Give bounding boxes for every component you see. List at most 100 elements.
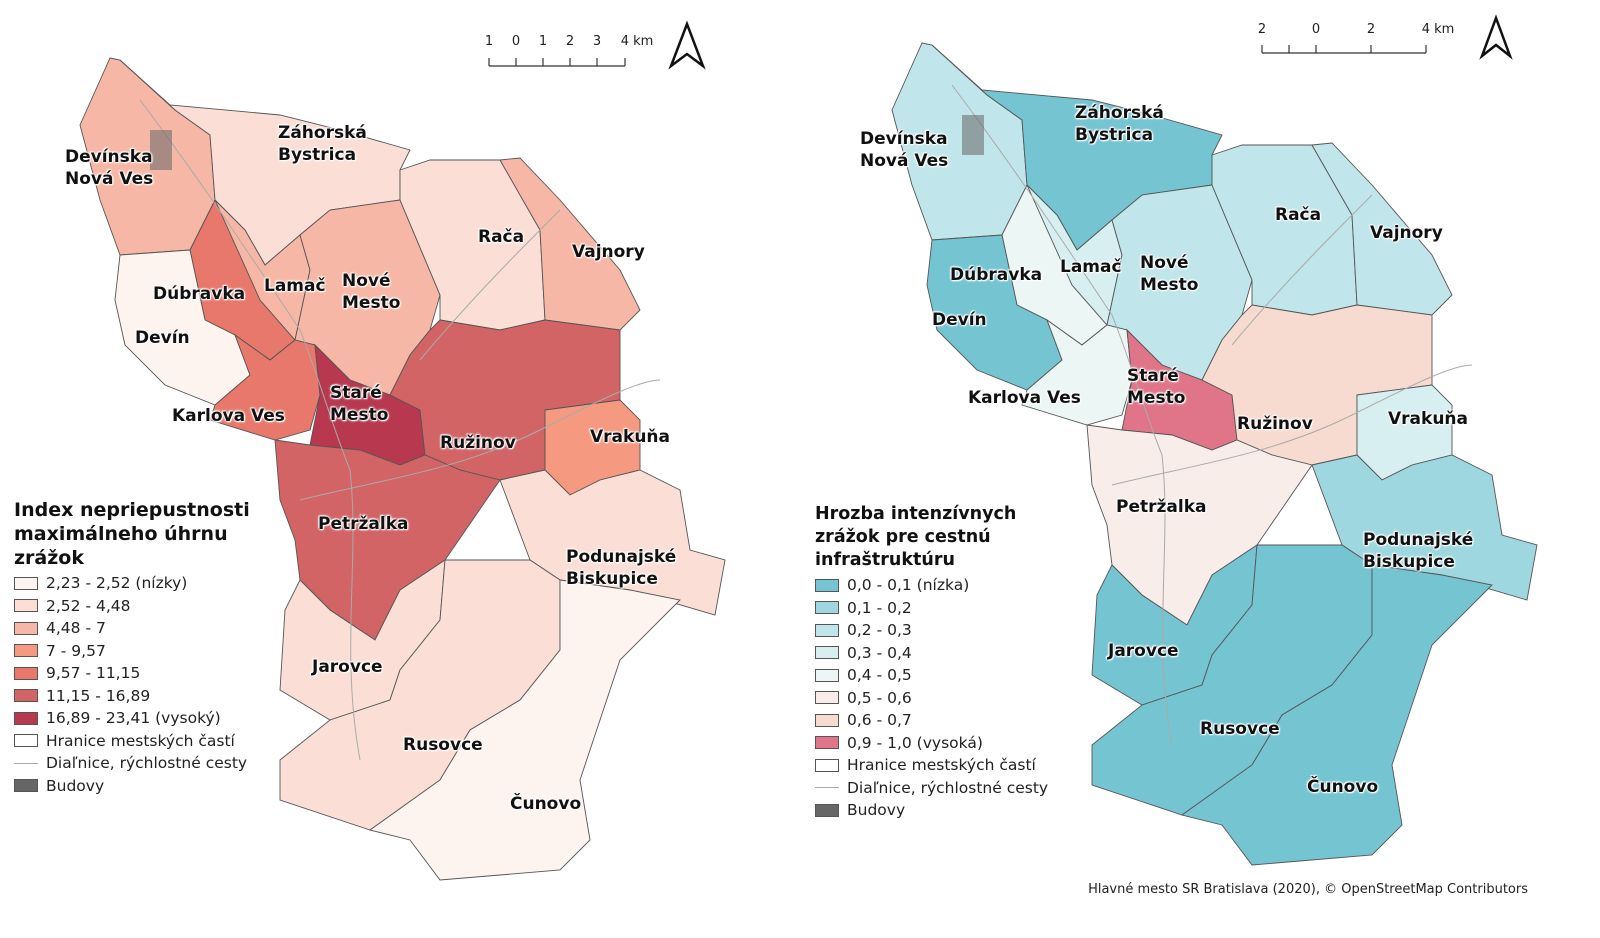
right-north-arrow-icon: [1479, 14, 1513, 60]
highway-line: [1111, 364, 1473, 486]
legend-item: 4,48 - 7: [14, 617, 250, 640]
legend-item: 9,57 - 11,15: [14, 662, 250, 685]
scale-label: 2: [565, 34, 575, 49]
district-vajnory: [1311, 142, 1453, 316]
legend-label: Budovy: [847, 801, 906, 820]
district-label: Rača: [478, 227, 525, 247]
district-label: Dúbravka: [153, 284, 246, 304]
buildings-cluster: [962, 115, 984, 155]
legend-item: 0,5 - 0,6: [815, 687, 1048, 710]
legend-swatch: [815, 736, 839, 750]
legend-item: 0,3 - 0,4: [815, 642, 1048, 665]
district-label: Ružinov: [440, 433, 516, 453]
legend-label: 0,3 - 0,4: [847, 643, 912, 662]
legend-label: 0,1 - 0,2: [847, 598, 912, 617]
boundaries-legend-symbol: [14, 734, 38, 748]
scale-label: 1: [484, 34, 494, 49]
district-label: Nové Mesto: [1140, 253, 1199, 295]
district-label: Devínska Nová Ves: [65, 147, 154, 189]
left-legend-title: Index nepriepustnosti maximálneho úhrnu …: [14, 499, 250, 569]
roads-legend-symbol: [815, 787, 839, 789]
left-north-arrow-icon: [668, 20, 706, 70]
legend-item: 7 - 9,57: [14, 640, 250, 663]
district-label: Jarovce: [1108, 641, 1179, 661]
district-label: Dúbravka: [950, 265, 1043, 285]
district-label: Petržalka: [318, 514, 409, 534]
left-legend: Index nepriepustnosti maximálneho úhrnu …: [14, 498, 250, 797]
highway-line: [299, 379, 661, 501]
district-label: Vrakuňa: [590, 427, 670, 447]
district-cunovo: [1180, 564, 1493, 866]
district-karlova-ves: [209, 333, 321, 441]
legend-item-buildings: Budovy: [14, 775, 250, 798]
district-label: Čunovo: [1307, 777, 1379, 797]
district-label: Jarovce: [312, 657, 383, 677]
district-label: Rača: [1275, 205, 1322, 225]
highway-line: [139, 99, 361, 761]
legend-label: 9,57 - 11,15: [46, 664, 141, 683]
legend-item: 2,23 - 2,52 (nízky): [14, 572, 250, 595]
legend-swatch: [14, 621, 38, 635]
scale-label: 4 km: [1421, 22, 1455, 37]
legend-item: 0,0 - 0,1 (nízka): [815, 574, 1048, 597]
legend-item-boundaries: Hranice mestských častí: [14, 730, 250, 753]
highway-line: [419, 209, 561, 361]
district-label: Lamač: [1060, 257, 1122, 277]
legend-swatch: [815, 713, 839, 727]
legend-item: 16,89 - 23,41 (vysoký): [14, 707, 250, 730]
scale-label: 3: [592, 34, 602, 49]
district-label: Ružinov: [1237, 414, 1313, 434]
district-label: Karlova Ves: [968, 388, 1081, 408]
legend-swatch: [815, 668, 839, 682]
district-label: Nové Mesto: [342, 271, 401, 313]
district-label: Staré Mesto: [1127, 366, 1186, 408]
legend-item: 0,1 - 0,2: [815, 597, 1048, 620]
buildings-legend-symbol: [14, 779, 38, 793]
legend-swatch: [815, 601, 839, 615]
legend-swatch: [14, 599, 38, 613]
legend-swatch: [14, 576, 38, 590]
legend-label: Diaľnice, rýchlostné cesty: [46, 754, 248, 773]
boundaries-legend-symbol: [815, 758, 839, 772]
district-label: Vajnory: [572, 242, 645, 262]
legend-item-buildings: Budovy: [815, 799, 1048, 822]
legend-label: 0,4 - 0,5: [847, 666, 912, 685]
district-label: Záhorská Bystrica: [1075, 103, 1164, 145]
district-label: Rusovce: [1200, 719, 1280, 739]
legend-label: 0,9 - 1,0 (vysoká): [847, 733, 983, 752]
left-scale-bar: [488, 58, 626, 67]
legend-item: 2,52 - 4,48: [14, 595, 250, 618]
district-label: Petržalka: [1116, 497, 1207, 517]
legend-label: Hranice mestských častí: [46, 731, 235, 750]
legend-item: 0,6 - 0,7: [815, 709, 1048, 732]
scale-label: 2: [1257, 22, 1267, 37]
district-karlova-ves: [1021, 318, 1133, 426]
legend-label: 0,0 - 0,1 (nízka): [847, 576, 970, 595]
legend-swatch: [815, 578, 839, 592]
attribution: Hlavné mesto SR Bratislava (2020), © Ope…: [1088, 882, 1528, 897]
district-label: Vrakuňa: [1388, 409, 1468, 429]
legend-swatch: [815, 646, 839, 660]
legend-label: Hranice mestských častí: [847, 756, 1036, 775]
district-label: Podunajské Biskupice: [566, 547, 677, 589]
legend-label: Diaľnice, rýchlostné cesty: [847, 778, 1049, 797]
legend-item-roads: Diaľnice, rýchlostné cesty: [14, 752, 250, 775]
legend-label: 16,89 - 23,41 (vysoký): [46, 709, 221, 728]
legend-label: 4,48 - 7: [46, 619, 106, 638]
district-vajnory: [499, 157, 641, 331]
district-label: Devínska Nová Ves: [860, 129, 949, 171]
right-scale-bar: [1261, 45, 1427, 54]
district-label: Podunajské Biskupice: [1363, 530, 1474, 572]
legend-swatch: [14, 644, 38, 658]
legend-item-roads: Diaľnice, rýchlostné cesty: [815, 777, 1048, 800]
legend-swatch: [14, 711, 38, 725]
scale-label: 2: [1366, 22, 1376, 37]
legend-swatch: [815, 691, 839, 705]
legend-label: 2,23 - 2,52 (nízky): [46, 574, 188, 593]
legend-swatch: [815, 623, 839, 637]
left-map: [79, 57, 726, 881]
legend-label: 0,2 - 0,3: [847, 621, 912, 640]
scale-label: 0: [1311, 22, 1321, 37]
legend-label: 11,15 - 16,89: [46, 686, 151, 705]
